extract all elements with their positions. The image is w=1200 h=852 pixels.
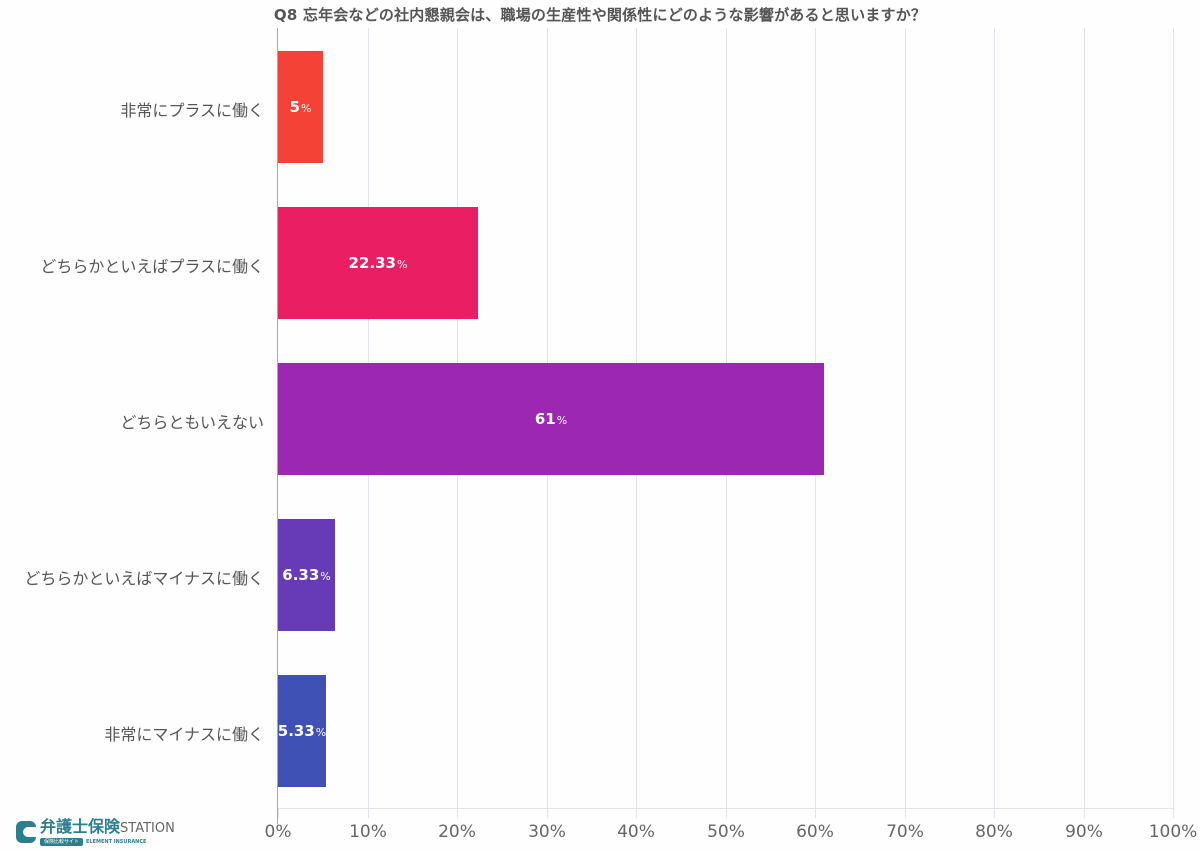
- x-tick-label: 60%: [796, 822, 834, 842]
- tick-mark: [636, 808, 637, 818]
- gridline: [1173, 28, 1174, 808]
- bar-value-suffix: %: [320, 570, 331, 583]
- x-tick-label: 80%: [975, 822, 1013, 842]
- x-tick-label: 90%: [1065, 822, 1103, 842]
- bar-value-number: 6.33: [282, 566, 320, 584]
- bar-value-label: 6.33%: [282, 566, 330, 584]
- y-axis-line: [277, 28, 278, 824]
- tick-mark: [547, 808, 548, 818]
- bar-value-number: 22.33: [348, 254, 396, 272]
- bar: 61%: [278, 363, 824, 475]
- category-label: 非常にプラスに働く: [120, 101, 264, 120]
- bar: 6.33%: [278, 519, 335, 631]
- bar-value-suffix: %: [315, 726, 327, 739]
- tick-mark: [368, 808, 369, 818]
- category-label: どちらともいえない: [120, 413, 264, 432]
- category-label: どちらかといえばマイナスに働く: [24, 569, 264, 588]
- category-label: どちらかといえばプラスに働く: [40, 257, 264, 276]
- bar-value-number: 5.33: [277, 722, 315, 740]
- bar-value-label: 61%: [535, 410, 567, 428]
- x-tick-label: 0%: [264, 822, 292, 842]
- tick-mark: [994, 808, 995, 818]
- category-label: 非常にマイナスに働く: [104, 725, 264, 744]
- x-tick-label: 10%: [349, 822, 387, 842]
- bar-value-label: 5.33%: [278, 722, 326, 740]
- tick-mark: [278, 808, 279, 818]
- bar-value-suffix: %: [300, 102, 312, 115]
- logo-station-text: STATION: [120, 821, 175, 836]
- brand-logo: 弁護士保険STATION 保険比較サイト ELEMENT INSURANCE: [16, 818, 175, 846]
- tick-mark: [1084, 808, 1085, 818]
- logo-badge: 保険比較サイト: [40, 838, 84, 846]
- bar-value-number: 5: [289, 98, 300, 116]
- x-tick-label: 40%: [617, 822, 655, 842]
- bar-value-number: 61: [534, 410, 556, 428]
- tick-mark: [726, 808, 727, 818]
- tick-mark: [1173, 808, 1174, 818]
- bar-value-label: 5%: [290, 98, 312, 116]
- tick-mark: [905, 808, 906, 818]
- gridline: [905, 28, 906, 808]
- gridline: [1084, 28, 1085, 808]
- tick-mark: [457, 808, 458, 818]
- x-tick-label: 20%: [438, 822, 476, 842]
- x-tick-label: 50%: [707, 822, 745, 842]
- logo-icon: [16, 821, 36, 843]
- x-tick-label: 100%: [1148, 822, 1198, 842]
- chart-title: Q8 忘年会などの社内懇親会は、職場の生産性や関係性にどのような影響があると思い…: [273, 6, 927, 24]
- x-tick-label: 30%: [528, 822, 566, 842]
- logo-main-text: 弁護士保険: [40, 817, 121, 836]
- bar-value-label: 22.33%: [349, 254, 408, 272]
- tick-mark: [815, 808, 816, 818]
- bar: 5%: [278, 51, 323, 163]
- x-tick-label: 70%: [886, 822, 924, 842]
- bar-value-suffix: %: [397, 258, 408, 271]
- logo-english: ELEMENT INSURANCE: [86, 839, 147, 845]
- gridline: [994, 28, 995, 808]
- bar-value-suffix: %: [556, 414, 568, 427]
- bar: 22.33%: [278, 207, 478, 319]
- bar: 5.33%: [278, 675, 326, 787]
